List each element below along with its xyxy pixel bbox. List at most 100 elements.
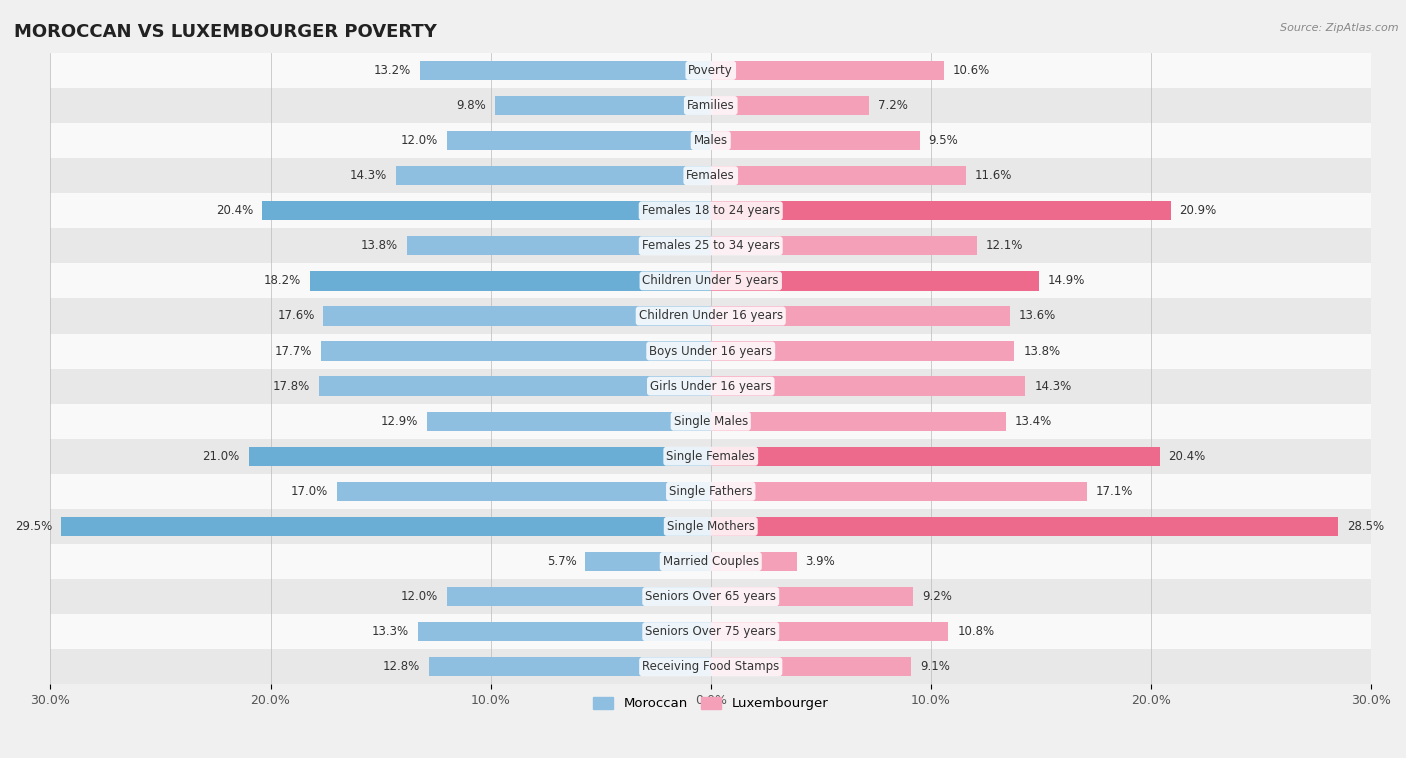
Bar <box>711 657 911 676</box>
Bar <box>51 404 1371 439</box>
Text: 9.8%: 9.8% <box>457 99 486 112</box>
Text: 17.1%: 17.1% <box>1095 485 1133 498</box>
Text: 17.7%: 17.7% <box>276 345 312 358</box>
Text: Seniors Over 65 years: Seniors Over 65 years <box>645 590 776 603</box>
Bar <box>420 61 711 80</box>
Bar <box>51 579 1371 614</box>
Legend: Moroccan, Luxembourger: Moroccan, Luxembourger <box>588 691 834 716</box>
Bar <box>711 166 966 185</box>
Bar <box>51 474 1371 509</box>
Text: 12.8%: 12.8% <box>382 660 420 673</box>
Bar <box>51 334 1371 368</box>
Text: 17.0%: 17.0% <box>291 485 328 498</box>
Text: Single Mothers: Single Mothers <box>666 520 755 533</box>
Bar <box>585 552 711 571</box>
Text: Females 25 to 34 years: Females 25 to 34 years <box>641 240 780 252</box>
Bar <box>51 123 1371 158</box>
Text: 13.2%: 13.2% <box>374 64 412 77</box>
Text: Females 18 to 24 years: Females 18 to 24 years <box>641 204 780 218</box>
Bar <box>711 341 1015 361</box>
Bar <box>51 368 1371 404</box>
Text: 9.1%: 9.1% <box>920 660 949 673</box>
Bar <box>711 271 1039 290</box>
Text: 12.9%: 12.9% <box>381 415 418 428</box>
Bar <box>396 166 711 185</box>
Text: 7.2%: 7.2% <box>877 99 908 112</box>
Bar <box>711 481 1087 501</box>
Text: 10.6%: 10.6% <box>953 64 990 77</box>
Bar <box>711 306 1010 326</box>
Bar <box>418 622 711 641</box>
Bar <box>447 131 711 150</box>
Text: 14.3%: 14.3% <box>1035 380 1071 393</box>
Text: Source: ZipAtlas.com: Source: ZipAtlas.com <box>1281 23 1399 33</box>
Bar <box>51 299 1371 334</box>
Bar <box>447 587 711 606</box>
Text: 11.6%: 11.6% <box>974 169 1012 182</box>
Bar <box>711 622 949 641</box>
Bar <box>495 96 711 115</box>
Text: Males: Males <box>693 134 728 147</box>
Bar <box>319 377 711 396</box>
Text: 20.4%: 20.4% <box>215 204 253 218</box>
Text: MOROCCAN VS LUXEMBOURGER POVERTY: MOROCCAN VS LUXEMBOURGER POVERTY <box>14 23 437 41</box>
Bar <box>711 552 797 571</box>
Text: 10.8%: 10.8% <box>957 625 994 638</box>
Text: 20.9%: 20.9% <box>1180 204 1216 218</box>
Bar <box>62 517 711 536</box>
Bar <box>406 236 711 255</box>
Text: 3.9%: 3.9% <box>806 555 835 568</box>
Text: 13.3%: 13.3% <box>373 625 409 638</box>
Text: Children Under 16 years: Children Under 16 years <box>638 309 783 322</box>
Bar <box>51 614 1371 649</box>
Text: Boys Under 16 years: Boys Under 16 years <box>650 345 772 358</box>
Bar <box>711 377 1025 396</box>
Bar <box>711 236 977 255</box>
Bar <box>51 263 1371 299</box>
Bar <box>711 446 1160 466</box>
Text: Families: Families <box>688 99 734 112</box>
Text: 12.0%: 12.0% <box>401 590 437 603</box>
Text: Females: Females <box>686 169 735 182</box>
Bar <box>51 439 1371 474</box>
Text: Single Males: Single Males <box>673 415 748 428</box>
Text: 14.3%: 14.3% <box>350 169 387 182</box>
Text: 13.8%: 13.8% <box>1024 345 1060 358</box>
Text: Poverty: Poverty <box>689 64 733 77</box>
Bar <box>711 61 943 80</box>
Text: 5.7%: 5.7% <box>547 555 576 568</box>
Bar <box>711 412 1005 431</box>
Text: Girls Under 16 years: Girls Under 16 years <box>650 380 772 393</box>
Bar <box>51 88 1371 123</box>
Text: Single Females: Single Females <box>666 449 755 463</box>
Bar <box>51 544 1371 579</box>
Bar <box>711 517 1339 536</box>
Bar <box>51 509 1371 544</box>
Bar <box>51 158 1371 193</box>
Text: 17.6%: 17.6% <box>277 309 315 322</box>
Bar <box>51 193 1371 228</box>
Text: Married Couples: Married Couples <box>662 555 759 568</box>
Bar <box>51 53 1371 88</box>
Bar <box>711 96 869 115</box>
Text: 17.8%: 17.8% <box>273 380 311 393</box>
Bar <box>429 657 711 676</box>
Bar <box>51 649 1371 684</box>
Text: 20.4%: 20.4% <box>1168 449 1206 463</box>
Bar <box>336 481 711 501</box>
Text: 29.5%: 29.5% <box>15 520 52 533</box>
Text: 18.2%: 18.2% <box>264 274 301 287</box>
Bar <box>711 201 1171 221</box>
Bar <box>323 306 711 326</box>
Text: 13.6%: 13.6% <box>1019 309 1056 322</box>
Bar <box>321 341 711 361</box>
Bar <box>711 587 914 606</box>
Text: Children Under 5 years: Children Under 5 years <box>643 274 779 287</box>
Bar <box>427 412 711 431</box>
Bar <box>311 271 711 290</box>
Bar <box>51 228 1371 263</box>
Bar <box>711 131 920 150</box>
Text: 12.1%: 12.1% <box>986 240 1024 252</box>
Text: 13.4%: 13.4% <box>1015 415 1052 428</box>
Text: 21.0%: 21.0% <box>202 449 240 463</box>
